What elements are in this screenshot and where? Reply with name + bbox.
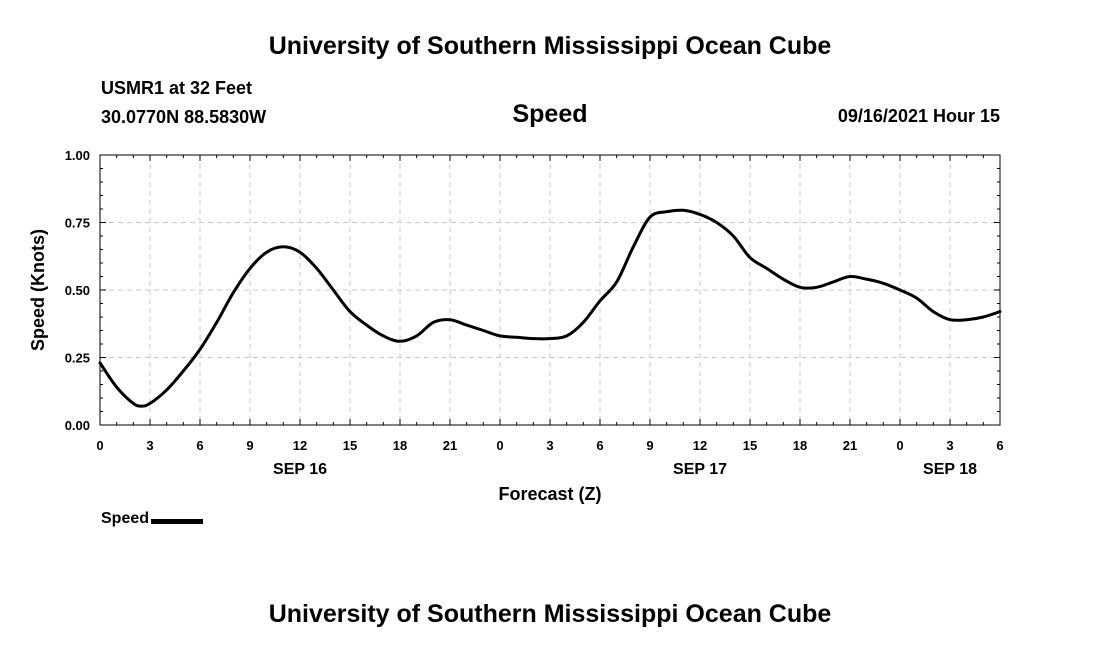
- axis-ticks: [99, 154, 1001, 426]
- legend-label: Speed: [101, 510, 150, 527]
- x-tick-label: 12: [293, 438, 307, 453]
- grid-lines: [100, 155, 1000, 425]
- axis-tick-labels: 0 3 6 9 12 15 18 21 0 3 6 9 12 15 18 21 0 3 6 0.00 0.25 0.50 0…: [65, 148, 1004, 478]
- chart-main-title: University of Southern Mississippi Ocean…: [268, 32, 832, 60]
- x-tick-label: 3: [546, 438, 553, 453]
- x-tick-label: 6: [596, 438, 603, 453]
- forecast-datetime: 09/16/2021 Hour 15: [837, 106, 1000, 126]
- station-name: USMR1 at 32 Feet: [101, 78, 253, 98]
- x-tick-label: 15: [343, 438, 357, 453]
- y-tick-label: 0.25: [65, 351, 90, 366]
- x-tick-label: 6: [196, 438, 203, 453]
- y-tick-label: 0.00: [65, 418, 90, 433]
- x-axis-title: Forecast (Z): [498, 484, 601, 504]
- legend-swatch: [151, 518, 204, 524]
- x-tick-label: 12: [693, 438, 707, 453]
- y-axis-title: Speed (Knots): [28, 229, 48, 351]
- x-tick-label: 18: [393, 438, 407, 453]
- y-tick-label: 0.75: [65, 216, 90, 231]
- x-tick-label: 18: [793, 438, 807, 453]
- x-tick-label: 6: [996, 438, 1003, 453]
- speed-series-line: [98, 208, 1002, 408]
- date-label: SEP 18: [923, 461, 977, 478]
- footer-title: University of Southern Mississippi Ocean…: [268, 600, 832, 628]
- x-tick-label: 0: [896, 438, 903, 453]
- x-tick-label: 3: [146, 438, 153, 453]
- x-tick-label: 9: [646, 438, 653, 453]
- chart-title: Speed: [512, 100, 588, 128]
- date-label: SEP 17: [673, 461, 727, 478]
- legend: Speed: [101, 510, 204, 528]
- date-label: SEP 16: [273, 461, 327, 478]
- y-tick-label: 1.00: [65, 148, 90, 163]
- x-tick-label: 21: [843, 438, 857, 453]
- x-tick-label: 21: [443, 438, 457, 453]
- x-tick-label: 15: [743, 438, 757, 453]
- x-tick-label: 0: [96, 438, 103, 453]
- x-tick-label: 3: [946, 438, 953, 453]
- x-tick-label: 9: [246, 438, 253, 453]
- y-tick-label: 0.50: [65, 283, 90, 298]
- station-coordinates: 30.0770N 88.5830W: [101, 107, 267, 127]
- x-tick-label: 0: [496, 438, 503, 453]
